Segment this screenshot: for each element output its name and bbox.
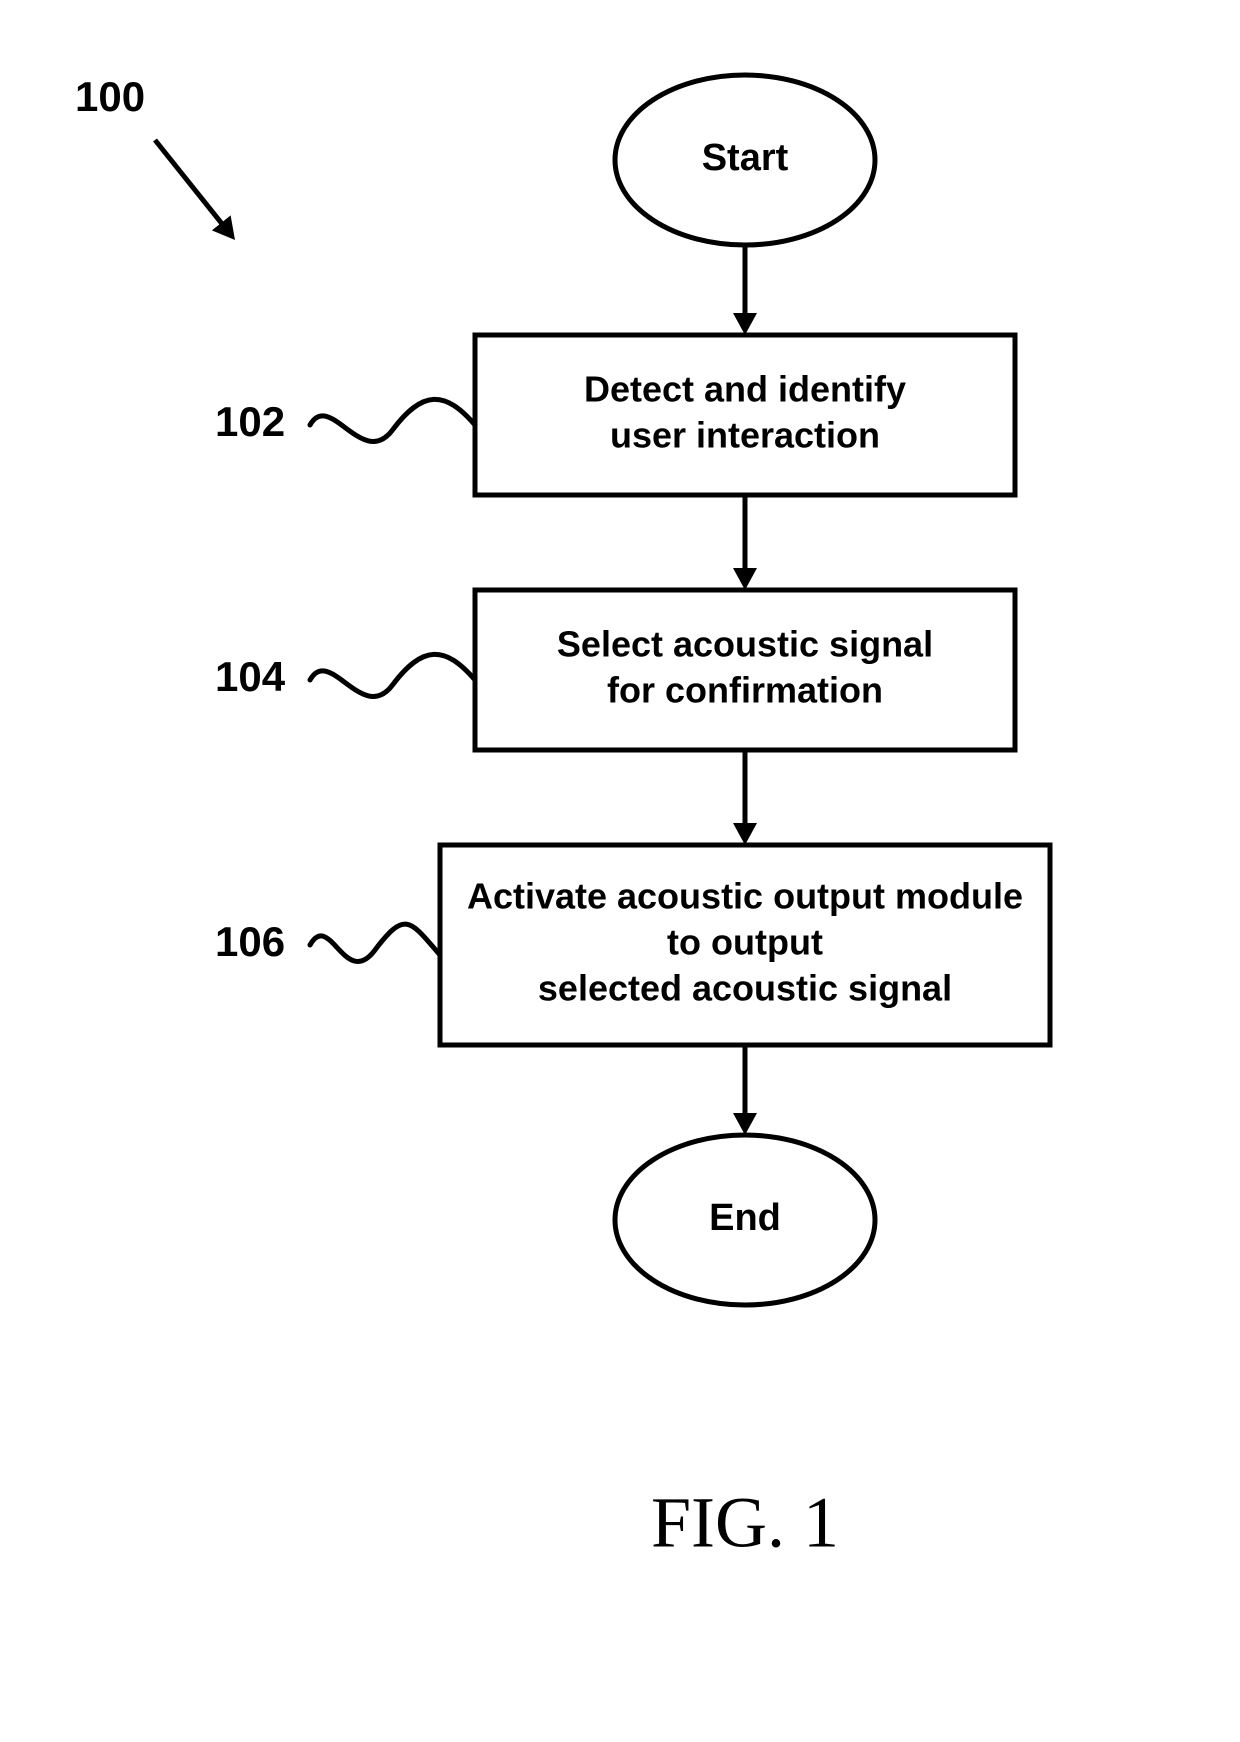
arrow-head — [733, 313, 757, 335]
ref-label-106: 106 — [215, 918, 285, 965]
start-label: Start — [702, 137, 789, 179]
ref-label-102: 102 — [215, 398, 285, 445]
ref-label-104: 104 — [215, 653, 286, 700]
leader-line-0 — [310, 399, 475, 441]
arrow-head — [733, 823, 757, 845]
step102-label-line-1: user interaction — [610, 415, 880, 456]
leader-line-2 — [310, 924, 440, 961]
step104-label-line-1: for confirmation — [607, 670, 883, 711]
step102-label-line-0: Detect and identify — [584, 369, 906, 410]
step106-label-line-0: Activate acoustic output module — [467, 876, 1023, 917]
step106-label-line-2: selected acoustic signal — [538, 968, 952, 1009]
leader-line-1 — [310, 654, 475, 696]
step106-label-line-1: to output — [667, 922, 823, 963]
figure-caption: FIG. 1 — [651, 1483, 839, 1563]
arrow-head — [733, 1113, 757, 1135]
step104-label-line-0: Select acoustic signal — [557, 624, 933, 665]
figure-ref-arrow — [155, 140, 223, 224]
arrow-head — [733, 568, 757, 590]
end-label: End — [709, 1197, 781, 1239]
figure-ref-label: 100 — [75, 73, 145, 120]
